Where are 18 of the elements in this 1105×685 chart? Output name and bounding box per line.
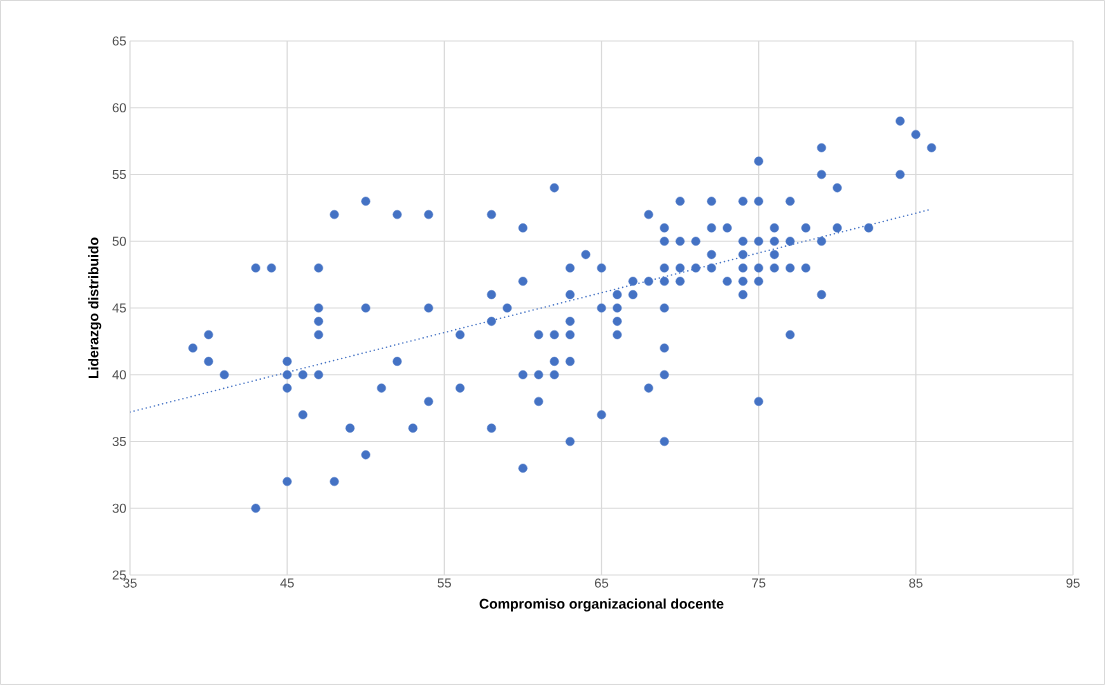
x-tick-label: 45 [280,578,294,588]
y-axis-title: Liderazgo distribuido [88,237,102,378]
y-tick-label: 30 [112,503,126,513]
y-tick-label: 25 [112,570,126,580]
y-tick-label: 50 [112,236,126,246]
y-tick-label: 45 [112,303,126,313]
x-tick-label: 55 [437,578,451,588]
x-tick-label: 65 [594,578,609,588]
x-tick-label: 85 [909,578,923,588]
y-tick-label: 40 [112,370,126,380]
y-tick-label: 60 [112,103,126,113]
x-tick-label: 75 [752,578,766,588]
y-tick-label: 55 [112,169,126,179]
x-axis-title: Compromiso organizacional docente [479,598,724,612]
x-tick-label: 95 [1066,578,1080,588]
y-tick-label: 35 [112,436,126,447]
x-tick-label: 35 [123,578,137,588]
y-tick-label: 65 [112,36,126,46]
